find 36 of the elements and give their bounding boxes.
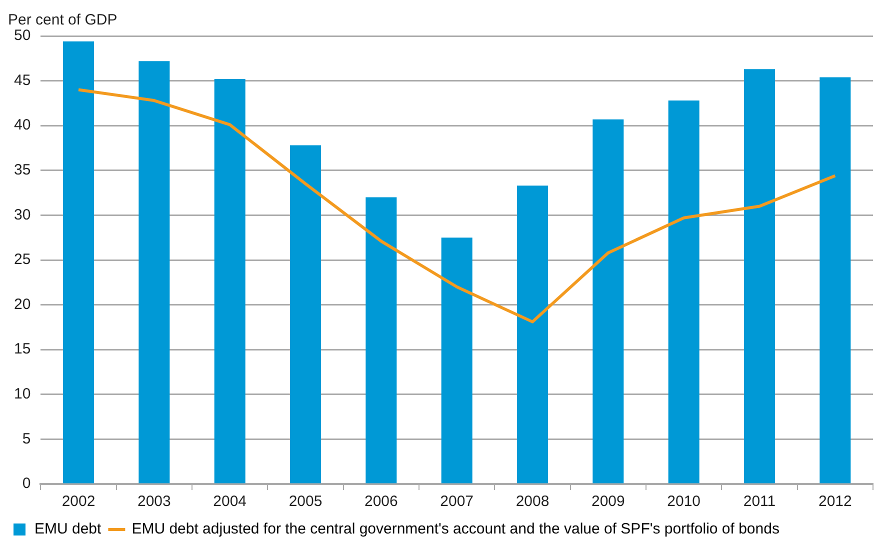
x-tick-label: 2011 [743,493,776,510]
x-tick-label: 2012 [818,493,852,510]
y-tick-label: 0 [22,475,31,492]
y-tick-label: 10 [14,386,31,403]
legend-label: EMU debt adjusted for the central government's account and the value of SPF's portfolio of bonds [132,520,780,538]
x-tick-label: 2004 [213,493,247,510]
x-tick-label: 2008 [516,493,550,510]
x-tick-label: 2005 [288,493,322,510]
bar [592,119,624,484]
y-tick-label: 30 [14,206,31,224]
x-tick-label: 2002 [62,493,96,510]
x-tick-label: 2009 [591,493,625,510]
bar [290,145,322,484]
legend-label: EMU debt [34,520,102,538]
y-tick-label: 50 [14,27,31,44]
y-tick-label: 45 [14,72,31,89]
bar [516,186,548,484]
bar [366,197,397,484]
bar [138,61,170,484]
y-tick-label: 20 [14,296,31,313]
x-tick-label: 2003 [137,493,171,510]
bar [214,79,246,484]
bar [668,100,700,484]
x-tick-label: 2010 [667,493,701,510]
y-tick-label: 5 [22,430,31,448]
y-tick-label: 15 [14,340,31,358]
bar [744,69,776,484]
bar [820,77,851,484]
x-tick-label: 2006 [364,493,398,510]
x-tick-label: 2007 [440,493,474,510]
y-tick-label: 25 [14,251,31,268]
y-axis-title: Per cent of GDP [8,12,118,29]
y-tick-label: 35 [14,162,31,179]
bar [63,41,94,484]
bar [441,238,472,484]
y-tick-label: 40 [14,116,31,134]
